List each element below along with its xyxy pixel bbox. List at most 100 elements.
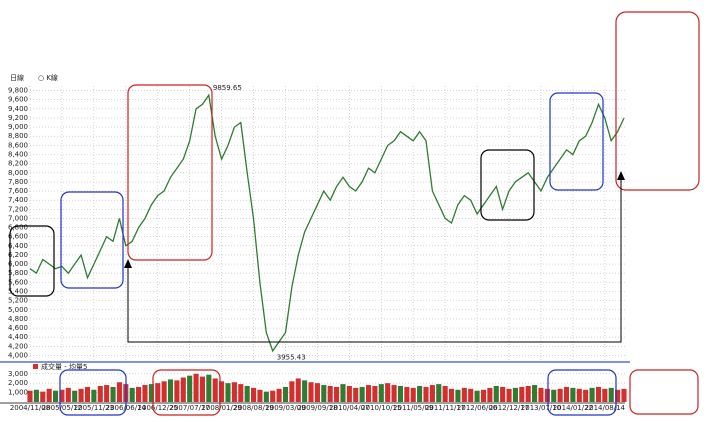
volume-bar — [263, 391, 269, 402]
legend-label: 成交量 - 均量5 — [41, 362, 87, 371]
x-tick-label: 2004/11/08 — [10, 404, 50, 412]
y-tick-label: 4,400 — [8, 333, 28, 341]
price-line — [29, 93, 625, 353]
x-tick-label: 2010/10/15 — [361, 404, 401, 412]
volume-bar — [78, 388, 84, 402]
volume-bar — [250, 387, 257, 402]
y-tick-label: 8,600 — [8, 141, 28, 149]
volume-bar — [206, 374, 212, 402]
x-tick-label: 2005/05/12 — [42, 404, 82, 412]
y-tick-label: 9,400 — [8, 105, 28, 113]
volume-bar — [512, 387, 518, 402]
x-tick-label: 2011/11/17 — [425, 404, 465, 412]
volume-bar — [212, 378, 218, 402]
volume-bar — [225, 383, 231, 402]
volume-bar — [116, 382, 122, 402]
volume-bar — [110, 386, 116, 402]
volume-bar — [282, 386, 289, 402]
x-tick-label: 2008/08/19 — [233, 404, 273, 412]
volume-bar — [417, 386, 423, 402]
volume-bar — [468, 388, 474, 402]
arrow-head — [124, 259, 132, 268]
volume-bar — [359, 386, 365, 402]
y-tick-label: 7,000 — [8, 214, 28, 222]
volume-bar — [187, 375, 193, 402]
x-tick-label: 2012/06/06 — [457, 404, 498, 412]
y-tick-label: 8,200 — [8, 160, 28, 168]
volume-bar — [576, 388, 582, 402]
y-tick-label: 5,000 — [8, 306, 28, 314]
volume-bar — [480, 389, 487, 402]
legend-swatch — [33, 364, 38, 369]
volume-bar — [487, 387, 493, 402]
volume-bar — [340, 384, 346, 402]
y-tick-label: 9,600 — [8, 96, 28, 104]
volume-bar — [199, 376, 206, 402]
volume-bar — [161, 381, 167, 402]
y-tick-label: 6,200 — [8, 251, 28, 259]
volume-bar — [295, 378, 301, 402]
volume-bar — [308, 382, 314, 402]
volume-bar — [231, 382, 237, 402]
volume-bar — [404, 386, 410, 402]
y-tick-label: 7,400 — [8, 196, 28, 204]
annotation-box — [615, 11, 700, 191]
y-tick-label: 4,200 — [8, 342, 28, 350]
y-tick-label: 8,400 — [8, 151, 28, 159]
volume-bar — [538, 387, 544, 402]
volume-bar — [167, 379, 174, 402]
volume-bar — [314, 383, 320, 402]
y-tick-label: 9,800 — [8, 87, 28, 95]
volume-bar — [97, 386, 103, 402]
volume-bar — [174, 380, 180, 402]
volume-bar — [461, 387, 467, 402]
volume-bar — [423, 386, 429, 402]
low-label: 3955.43 — [277, 353, 306, 361]
volume-bar — [563, 386, 570, 402]
volume-bar — [436, 384, 442, 402]
volume-bar — [238, 384, 244, 402]
x-tick-label: 2008/01/29 — [201, 404, 241, 412]
y-tick-label: 6,400 — [8, 242, 28, 250]
volume-bar — [525, 386, 531, 402]
volume-bar — [397, 386, 404, 402]
volume-bar — [506, 388, 512, 402]
volume-bar — [372, 386, 378, 402]
volume-bar — [193, 373, 199, 402]
volume-bar — [219, 381, 225, 402]
volume-bar — [33, 389, 39, 402]
volume-bar — [104, 385, 110, 402]
y-tick-label: 9,200 — [8, 114, 28, 122]
y-tick-label: 6,600 — [8, 233, 28, 241]
volume-bar — [142, 385, 148, 402]
volume-bar — [270, 390, 276, 402]
volume-bar — [391, 385, 397, 402]
y-tick-label: 4,800 — [8, 315, 28, 323]
x-tick-label: 2014/01/22 — [553, 404, 593, 412]
volume-bar — [46, 388, 52, 402]
volume-bar — [429, 385, 435, 402]
x-tick-label: 2011/05/09 — [393, 404, 433, 412]
arrow-head — [617, 171, 625, 180]
y-tick-label: 7,200 — [8, 205, 28, 213]
volume-bar — [289, 381, 295, 402]
y-tick-label: 4,000 — [8, 351, 28, 359]
annotations — [9, 11, 700, 416]
volume-bar — [544, 388, 550, 402]
volume-bar — [84, 386, 91, 402]
volume-bar — [378, 384, 384, 402]
y-tick-label: 5,400 — [8, 288, 28, 296]
y-tick-label: 5,800 — [8, 269, 28, 277]
volume-bar — [334, 386, 340, 402]
volume-bar — [365, 385, 372, 402]
volume-tick-label: 3,000 — [8, 370, 28, 378]
plot: 4,0004,2004,4004,6004,8005,0005,2005,400… — [0, 84, 627, 412]
annotation-box — [9, 225, 55, 297]
x-tick-label: 2009/09/18 — [297, 404, 337, 412]
x-tick-label: 2013/07/10 — [521, 404, 561, 412]
volume-bar — [589, 387, 595, 402]
volume-bar — [40, 391, 46, 402]
y-tick-label: 4,600 — [8, 324, 28, 332]
volume-bar — [595, 386, 602, 402]
y-tick-label: 5,200 — [8, 297, 28, 305]
